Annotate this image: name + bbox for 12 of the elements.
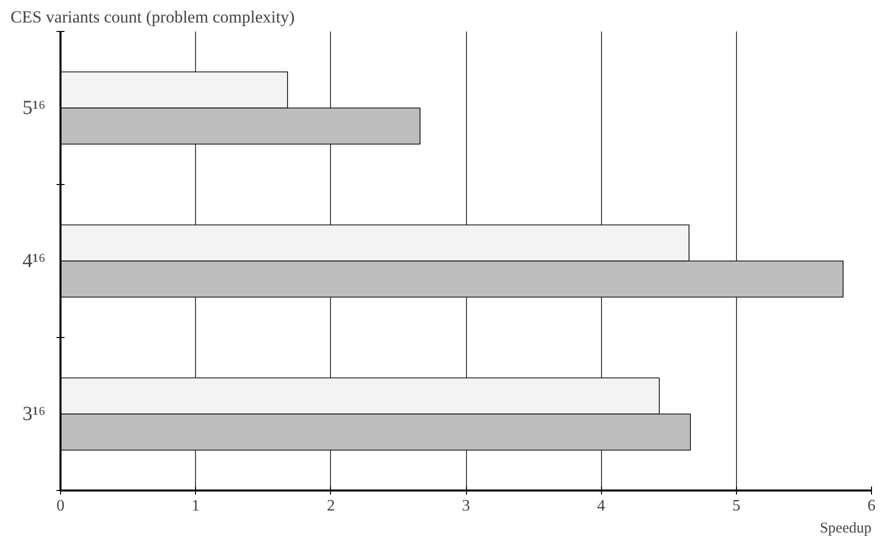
y-tick-label: 5¹⁶: [22, 97, 46, 119]
y-axis-title: CES variants count (problem complexity): [10, 8, 295, 26]
x-tick-label: 4: [597, 498, 606, 514]
x-tick-label: 1: [192, 498, 200, 514]
x-tick-label: 3: [462, 498, 470, 514]
x-axis-title: Speedup: [820, 520, 872, 536]
x-tick-label: 5: [732, 498, 740, 514]
x-tick-label: 2: [326, 498, 335, 514]
y-tick-label: 3¹⁶: [22, 403, 46, 425]
x-tick-label: 6: [868, 498, 876, 514]
x-tick-label: 0: [56, 498, 64, 514]
y-tick-label: 4¹⁶: [22, 250, 46, 272]
